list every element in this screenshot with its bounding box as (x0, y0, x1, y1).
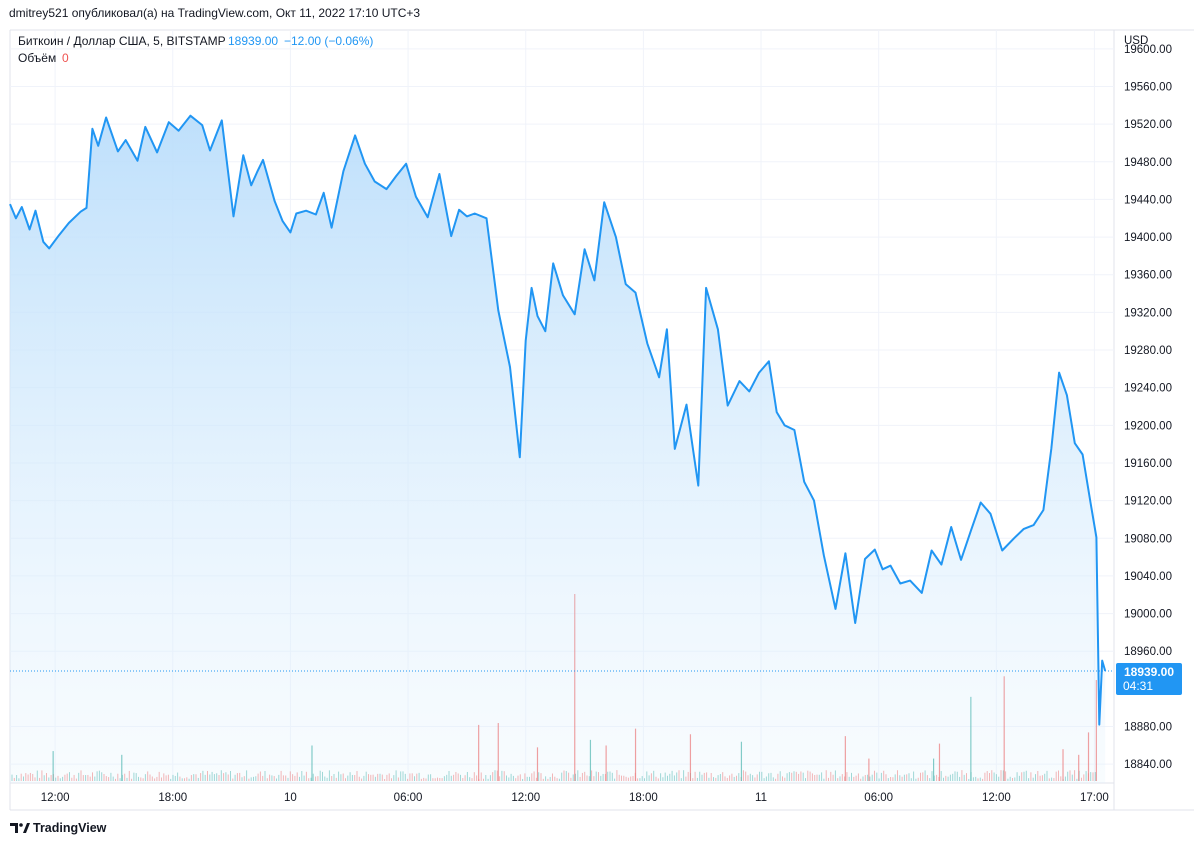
price-tag-background (1116, 662, 1182, 695)
y-tick-label: 19200.00 (1124, 420, 1172, 432)
x-tick-label: 18:00 (158, 792, 187, 804)
last-price-tag: 18939.00 04:31 (1116, 662, 1182, 695)
y-tick-label: 19360.00 (1124, 270, 1172, 282)
x-tick-label: 11 (755, 792, 767, 804)
symbol-title[interactable]: Биткоин / Доллар США, 5, BITSTAMP (18, 34, 226, 48)
x-tick-label: 12:00 (982, 792, 1011, 804)
y-tick-label: 18840.00 (1124, 759, 1172, 771)
y-tick-label: 19000.00 (1124, 609, 1172, 621)
price-area (9, 114, 1107, 783)
y-tick-label: 19480.00 (1124, 157, 1172, 169)
y-tick-label: 18960.00 (1124, 646, 1172, 658)
y-tick-label: 19520.00 (1124, 119, 1172, 131)
y-tick-label: 19040.00 (1124, 571, 1172, 583)
y-tick-label: 19280.00 (1124, 345, 1172, 357)
y-tick-label: 19560.00 (1124, 81, 1172, 93)
price-line (9, 114, 1107, 726)
price-area-fill (10, 115, 1106, 783)
y-tick-label: 19160.00 (1124, 458, 1172, 470)
x-tick-label: 18:00 (629, 792, 658, 804)
y-tick-label: 19440.00 (1124, 194, 1172, 206)
x-tick-label: 12:00 (511, 792, 540, 804)
y-tick-label: 19320.00 (1124, 307, 1172, 319)
brand-name: TradingView (33, 821, 107, 835)
volume-value: 0 (62, 51, 69, 65)
y-tick-label: 19120.00 (1124, 496, 1172, 508)
price-tag-value: 18939.00 (1124, 665, 1174, 679)
price-tag-countdown: 04:31 (1123, 679, 1153, 693)
publish-line: dmitrey521 опубликовал(а) на TradingView… (9, 6, 420, 20)
x-tick-label: 17:00 (1080, 792, 1109, 804)
price-axis[interactable]: 19600.00 19560.00 19520.00 19480.00 19440.00… (1124, 44, 1172, 771)
x-tick-label: 06:00 (394, 792, 423, 804)
y-tick-label: 19240.00 (1124, 383, 1172, 395)
tradingview-logo[interactable]: TradingView (10, 821, 107, 835)
time-axis[interactable]: 12:00 18:00 10 06:00 12:00 18:00 11 06:00 12:00 1… (41, 792, 1109, 804)
symbol-last-price: 18939.00 (228, 34, 278, 48)
y-tick-label: 19080.00 (1124, 533, 1172, 545)
y-tick-label: 18880.00 (1124, 722, 1172, 734)
tradingview-logo-icon (10, 823, 30, 833)
x-tick-label: 06:00 (864, 792, 893, 804)
x-tick-label: 12:00 (41, 792, 70, 804)
x-tick-label: 10 (284, 792, 297, 804)
symbol-change: −12.00 (−0.06%) (284, 34, 373, 48)
y-tick-label: 19600.00 (1124, 44, 1172, 56)
volume-label[interactable]: Объём (18, 51, 56, 65)
y-tick-label: 19400.00 (1124, 232, 1172, 244)
currency-label: USD (1124, 35, 1148, 47)
